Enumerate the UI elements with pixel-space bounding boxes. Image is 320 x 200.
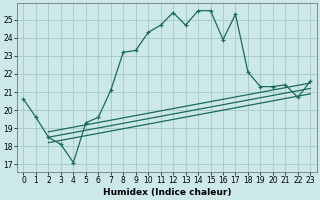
X-axis label: Humidex (Indice chaleur): Humidex (Indice chaleur) [103,188,231,197]
